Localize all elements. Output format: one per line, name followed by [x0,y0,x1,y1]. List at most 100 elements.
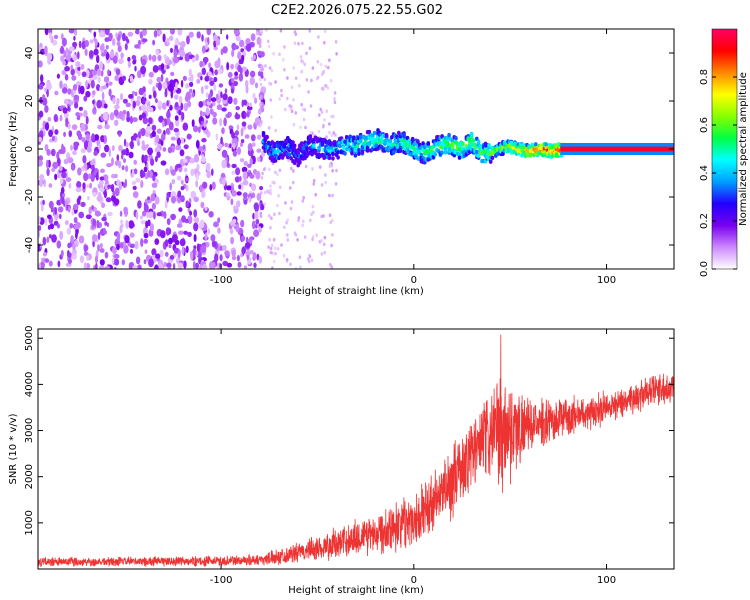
spectrogram-noise-cell [74,29,78,36]
spectrogram-noise-cell [237,146,241,155]
spectrogram-noise-cell [151,124,157,131]
spectrogram-noise-cell [195,250,199,256]
x-tick-label: -100 [210,575,233,586]
spectrogram-noise-cell [289,186,292,190]
spectrogram-signal-cell [528,153,533,158]
spectrogram-noise-cell [155,49,160,56]
spectrogram-noise-cell [222,93,228,101]
spectrogram-signal-cell [343,151,347,156]
spectrogram-noise-cell [70,164,75,170]
spectrogram-noise-cell [76,115,81,121]
spectrogram-noise-cell [263,190,267,195]
spectrogram-noise-cell [54,173,58,181]
spectrogram-noise-cell [286,238,290,242]
spectrogram-noise-cell [72,203,79,211]
spectrogram-noise-cell [256,192,262,201]
spectrogram-noise-cell [269,250,273,255]
spectrogram-noise-cell [132,59,137,65]
spectrogram-noise-cell [58,149,64,155]
spectrogram-noise-cell [73,143,78,151]
spectrogram-noise-cell [240,253,243,258]
spectrogram-noise-cell [253,229,260,237]
spectrogram-noise-cell [73,94,80,101]
spectrogram-noise-cell [122,32,126,42]
spectrogram-noise-cell [205,162,211,172]
spectrogram-noise-cell [222,260,229,267]
spectrogram-signal-cell [419,152,424,158]
figure-title: C2E2.2026.075.22.55.G02 [271,3,443,18]
spectrogram-noise-cell [138,114,143,121]
spectrogram-noise-cell [157,82,162,91]
spectrogram-noise-cell [180,137,185,144]
spectrogram-noise-cell [230,88,235,94]
spectrogram-noise-cell [246,254,249,261]
spectrogram-noise-cell [56,223,61,229]
spectrogram-noise-cell [173,128,179,133]
spectrogram-noise-cell [264,64,267,68]
spectrogram-noise-cell [114,258,120,266]
spectrogram-noise-cell [82,155,87,164]
spectrogram-noise-cell [256,134,262,140]
snr-line [38,334,674,567]
spectrogram-noise-cell [224,142,229,148]
spectrogram-signal-cell [469,134,474,139]
spectrogram-noise-cell [303,108,307,112]
spectrogram-noise-cell [43,178,47,188]
spectrogram-noise-cell [236,124,240,131]
spectrogram-noise-cell [249,174,255,179]
spectrogram-signal-cell [476,139,481,144]
spectrogram-noise-cell [105,197,112,203]
spectrogram-noise-cell [240,235,246,242]
spectrogram-noise-cell [208,211,214,218]
spectrogram-noise-cell [230,236,235,245]
spectrogram-noise-cell [73,35,76,41]
spectrogram-signal-cell [416,139,420,144]
spectrogram-noise-cell [135,256,141,265]
spectrogram-noise-cell [154,178,159,184]
spectrogram-noise-cell [60,250,64,257]
spectrogram-noise-cell [114,119,119,127]
spectrogram-noise-cell [88,140,92,149]
spectrogram-noise-cell [57,206,64,213]
spectrogram-noise-cell [45,159,49,169]
spectrogram-noise-cell [135,211,139,220]
spectrogram-noise-cell [111,157,114,166]
spectrogram-noise-cell [38,136,42,142]
spectrogram-noise-cell [175,144,182,151]
spectrogram-noise-cell [206,170,211,179]
spectrogram-noise-cell [297,42,300,46]
spectrogram-noise-cell [104,251,109,259]
spectrogram-noise-cell [68,100,74,106]
spectrogram-noise-cell [67,157,74,164]
spectrogram-noise-cell [324,84,328,88]
spectrogram-noise-cell [315,233,319,237]
spectrogram-noise-cell [259,102,262,107]
spectrogram-noise-cell [166,262,172,268]
spectrogram-noise-cell [252,212,255,220]
spectrogram-noise-cell [199,184,203,193]
spectrogram-noise-cell [48,129,53,138]
spectrogram-noise-cell [78,195,82,201]
spectrogram-noise-cell [290,166,293,171]
spectrogram-noise-cell [188,76,193,82]
spectrogram-noise-cell [298,83,301,88]
spectrogram-noise-cell [104,144,110,153]
spectrogram-signal-cell [327,155,332,161]
spectrogram-noise-cell [149,107,154,113]
spectrogram-noise-cell [100,168,105,173]
spectrogram-noise-cell [163,261,167,268]
spectrogram-noise-cell [154,196,160,205]
spectrogram-noise-cell [70,64,73,70]
spectrogram-noise-cell [193,234,197,242]
spectrogram-signal-cell [331,156,335,161]
spectrogram-noise-cell [168,121,174,131]
spectrogram-noise-cell [135,177,141,183]
snr-frame [37,328,675,570]
spectrogram-noise-cell [187,100,192,108]
spectrogram-noise-cell [59,114,63,122]
spectrogram-noise-cell [190,190,197,199]
spectrogram-noise-cell [62,107,68,114]
spectrogram-noise-cell [142,210,147,217]
spectrogram-noise-cell [170,213,177,221]
spectrogram-noise-cell [60,45,64,54]
